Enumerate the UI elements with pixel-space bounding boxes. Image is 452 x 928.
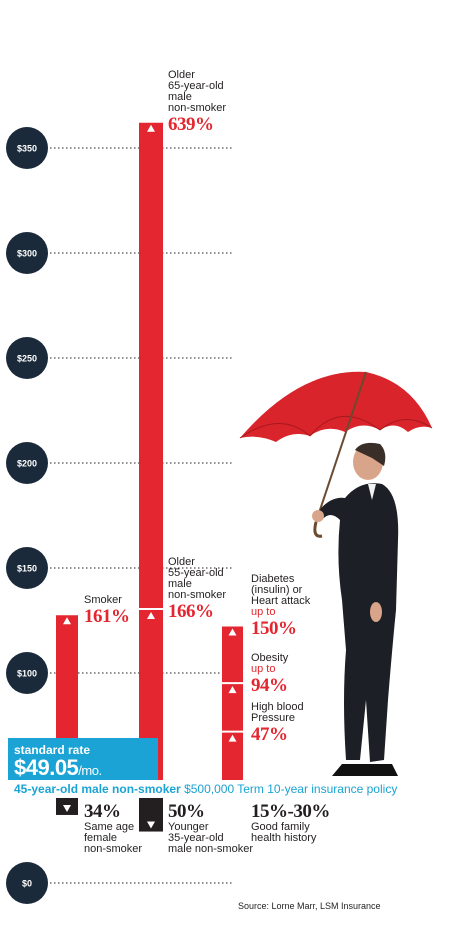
bar-upto-obesity: up to — [251, 663, 276, 676]
bar-pct-obesity: 94% — [251, 675, 288, 697]
bar-label-diabetes: Diabetes — [251, 572, 295, 585]
bar-label-female: female — [84, 831, 118, 844]
policy-segment: 45-year-old male non-smoker — [14, 782, 181, 796]
bar-label-bp: High blood — [251, 700, 304, 713]
bar-label-bp: Pressure — [251, 711, 296, 724]
down-arrow-icon — [63, 804, 71, 812]
y-tick-label: $150 — [17, 564, 37, 574]
businessman-figure — [312, 442, 399, 776]
bar-label-older55: Older — [168, 555, 195, 568]
bar-label-diabetes: Heart attack — [251, 594, 311, 607]
y-tick-circle — [6, 547, 48, 589]
bar-pct-diabetes: 150% — [251, 617, 297, 639]
bar-upto-diabetes: up to — [251, 605, 276, 618]
y-tick-circle — [6, 862, 48, 904]
up-arrow-icon — [228, 734, 237, 742]
bar-pct-older65: 639% — [168, 113, 214, 135]
bar-label-older55: non-smoker — [168, 588, 227, 601]
up-arrow-icon — [228, 686, 237, 694]
y-tick-label: $100 — [17, 669, 37, 679]
y-tick-label: $0 — [22, 879, 32, 889]
y-tick-circle — [6, 127, 48, 169]
bar-label-family: Good family — [251, 820, 310, 833]
bar-label-smoker: Smoker — [84, 594, 122, 607]
bar-label-older55: male — [168, 577, 192, 590]
y-tick-circle — [6, 232, 48, 274]
y-tick-label: $300 — [17, 249, 37, 259]
bar-label-older65: male — [168, 90, 192, 103]
bar-pct-older55: 166% — [168, 600, 214, 622]
up-arrow-icon — [147, 611, 155, 619]
standard-rate-unit: /mo. — [78, 763, 102, 778]
y-tick-label: $200 — [17, 459, 37, 469]
bar-bp — [222, 731, 243, 780]
up-arrow-icon — [228, 628, 237, 636]
bar-label-family: health history — [251, 831, 317, 844]
down-arrow-icon — [147, 821, 155, 829]
bar-label-older65: 65-year-old — [168, 79, 224, 92]
bar-label-younger35: Younger — [168, 820, 209, 833]
policy-detail: $500,000 Term 10-year insurance policy — [184, 782, 398, 796]
y-tick-circle — [6, 442, 48, 484]
bar-label-younger35: male non-smoker — [168, 842, 253, 855]
bar-pct-smoker: 161% — [84, 606, 130, 628]
standard-rate-value: $49.05/mo. — [14, 755, 102, 781]
bar-label-diabetes: (insulin) or — [251, 583, 303, 596]
bar-label-obesity: Obesity — [251, 652, 289, 665]
bar-label-female: Same age — [84, 820, 135, 833]
source-note: Source: Lorne Marr, LSM Insurance — [238, 901, 381, 911]
up-arrow-icon — [147, 124, 155, 132]
y-tick-circle — [6, 652, 48, 694]
y-tick-label: $250 — [17, 354, 37, 364]
y-tick-label: $350 — [17, 144, 37, 154]
standard-rate-amount: $49.05 — [14, 755, 79, 780]
bar-label-younger35: 35-year-old — [168, 831, 224, 844]
bar-label-older65: Older — [168, 68, 195, 81]
umbrella-icon — [239, 371, 433, 538]
bar-pct-younger35: 50% — [168, 800, 205, 822]
policy-description: 45-year-old male non-smoker $500,000 Ter… — [14, 782, 397, 796]
bar-pct-female: 34% — [84, 800, 121, 822]
bar-label-older65: non-smoker — [168, 101, 227, 114]
bar-label-female: non-smoker — [84, 842, 143, 855]
bar-pct-family: 15%-30% — [251, 800, 330, 822]
bar-pct-bp: 47% — [251, 723, 288, 745]
up-arrow-icon — [63, 617, 71, 625]
standard-rate-title: standard rate — [14, 743, 91, 757]
down-arrow-icon — [228, 785, 237, 793]
y-tick-circle — [6, 337, 48, 379]
bar-label-older55: 55-year-old — [168, 566, 224, 579]
standard-rate-box: standard rate $49.05/mo. — [8, 738, 158, 780]
